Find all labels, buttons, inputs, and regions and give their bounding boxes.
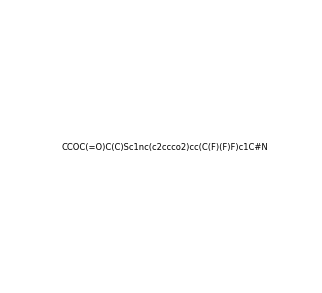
Text: CCOC(=O)C(C)Sc1nc(c2ccco2)cc(C(F)(F)F)c1C#N: CCOC(=O)C(C)Sc1nc(c2ccco2)cc(C(F)(F)F)c1… [62, 144, 269, 152]
